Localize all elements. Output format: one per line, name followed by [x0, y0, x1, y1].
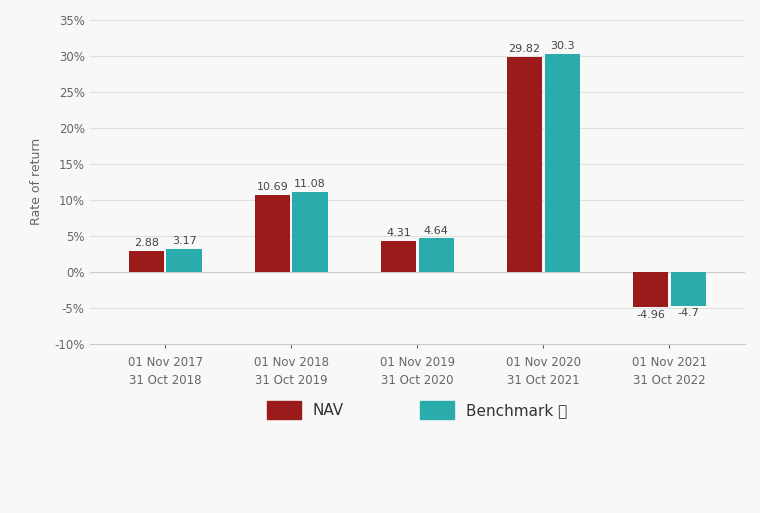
Bar [381, 241, 416, 272]
Bar [507, 57, 542, 272]
Text: 4.64: 4.64 [424, 226, 448, 235]
Bar [128, 251, 164, 272]
Text: 4.31: 4.31 [386, 228, 410, 238]
Text: 3.17: 3.17 [172, 236, 196, 246]
Text: -4.96: -4.96 [636, 310, 665, 320]
Text: 10.69: 10.69 [256, 182, 288, 192]
Text: 11.08: 11.08 [294, 179, 326, 189]
Bar [166, 249, 201, 272]
Bar [670, 272, 706, 306]
Bar [293, 192, 328, 272]
Bar [633, 272, 668, 307]
Bar [419, 239, 454, 272]
Bar [545, 54, 580, 272]
Text: 29.82: 29.82 [508, 45, 540, 54]
Text: -4.7: -4.7 [677, 308, 699, 319]
Text: 2.88: 2.88 [134, 238, 159, 248]
Legend: NAV, Benchmark ⓘ: NAV, Benchmark ⓘ [259, 394, 575, 427]
Bar [255, 195, 290, 272]
Y-axis label: Rate of return: Rate of return [30, 139, 43, 225]
Text: 30.3: 30.3 [550, 41, 575, 51]
